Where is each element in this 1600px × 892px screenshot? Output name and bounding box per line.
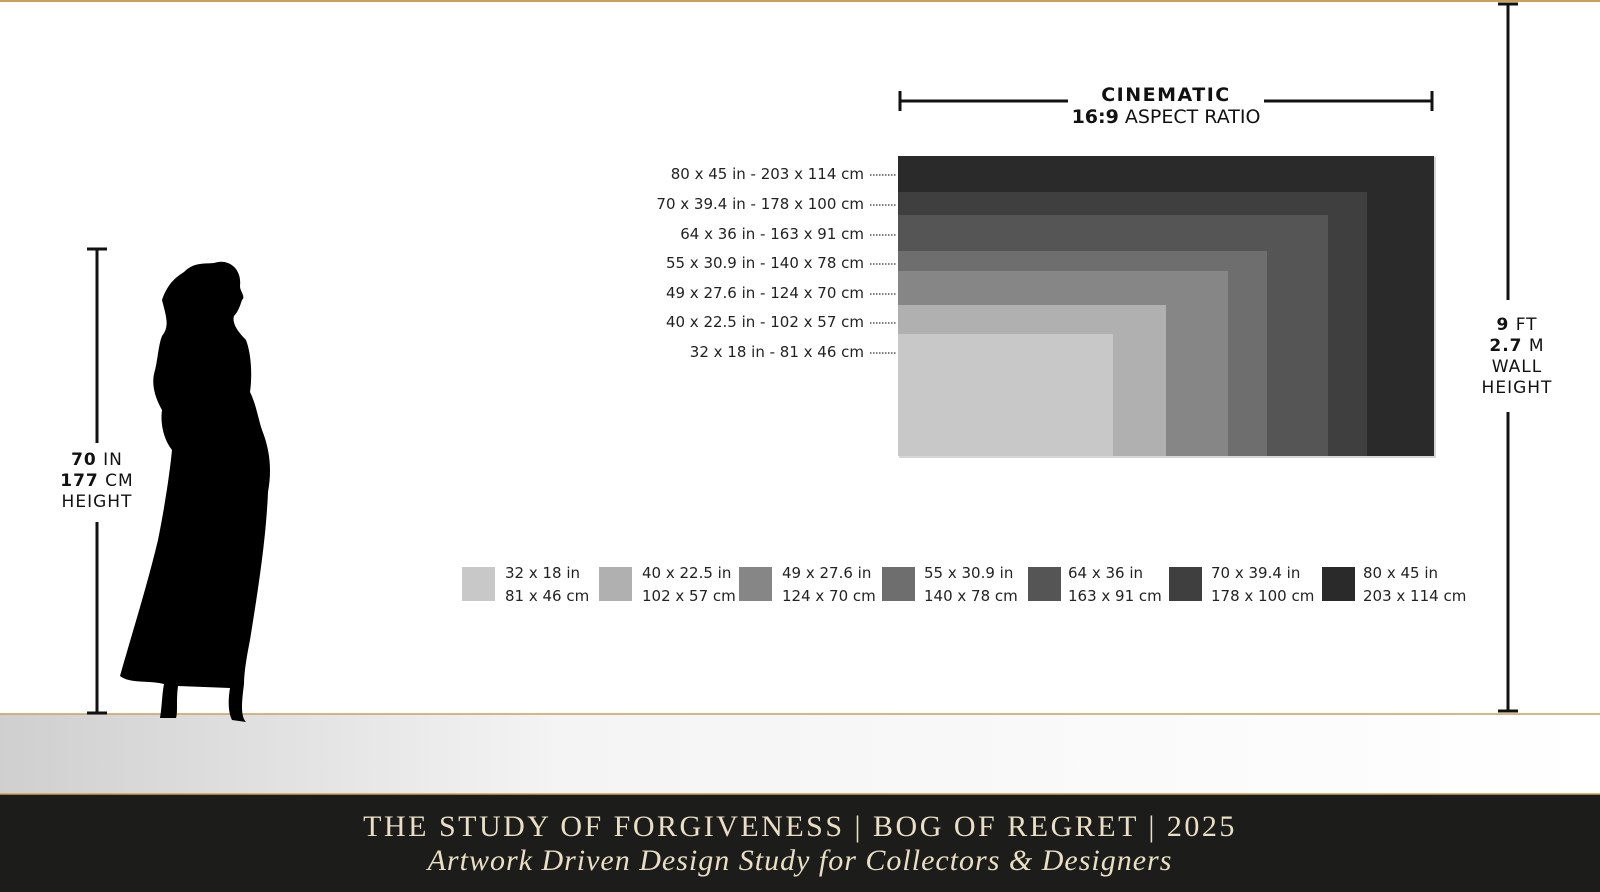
wall-m: 2.7 M — [1489, 336, 1544, 356]
legend-in: 70 x 39.4 in — [1211, 564, 1300, 582]
person-in: 70 IN — [71, 450, 123, 470]
unit: IN — [103, 450, 123, 470]
floor — [0, 714, 1600, 794]
size-rects — [898, 156, 1436, 458]
unit: M — [1529, 336, 1545, 356]
legend-cm: 124 x 70 cm — [782, 587, 876, 605]
legend-swatch — [1028, 567, 1061, 601]
legend-cm: 178 x 100 cm — [1211, 587, 1314, 605]
size-label: 32 x 18 in - 81 x 46 cm — [690, 343, 864, 361]
header-title: CINEMATIC — [1101, 84, 1231, 106]
legend-in: 55 x 30.9 in — [924, 564, 1013, 582]
size-label: 70 x 39.4 in - 178 x 100 cm — [656, 195, 864, 213]
legend-cm: 102 x 57 cm — [642, 587, 736, 605]
size-label: 49 x 27.6 in - 124 x 70 cm — [666, 284, 864, 302]
legend-swatch — [739, 567, 772, 601]
legend-in: 40 x 22.5 in — [642, 564, 731, 582]
ratio: 16:9 — [1072, 106, 1119, 128]
legend-swatch — [1322, 567, 1355, 601]
legend-swatch — [882, 567, 915, 601]
value: 177 — [60, 471, 99, 491]
size-rect — [898, 334, 1113, 456]
size-label: 40 x 22.5 in - 102 x 57 cm — [666, 313, 864, 331]
size-label: 80 x 45 in - 203 x 114 cm — [671, 165, 864, 183]
legend-in: 49 x 27.6 in — [782, 564, 871, 582]
legend-swatch — [599, 567, 632, 601]
legend-in: 64 x 36 in — [1068, 564, 1143, 582]
legend-cm: 163 x 91 cm — [1068, 587, 1162, 605]
legend-in: 32 x 18 in — [505, 564, 580, 582]
wall-label: HEIGHT — [1482, 378, 1553, 398]
wall-label: WALL — [1492, 357, 1542, 377]
legend-swatch — [462, 567, 495, 601]
size-labels: 80 x 45 in - 203 x 114 cm 70 x 39.4 in - … — [656, 165, 897, 361]
footer-subtitle: Artwork Driven Design Study for Collecto… — [426, 844, 1173, 877]
value: 70 — [71, 450, 97, 470]
legend-cm: 140 x 78 cm — [924, 587, 1018, 605]
footer-band — [0, 794, 1600, 892]
wall-bar — [1498, 2, 1518, 713]
legend-cm: 81 x 46 cm — [505, 587, 589, 605]
silhouette — [120, 261, 270, 722]
footer-title: THE STUDY OF FORGIVENESS | BOG OF REGRET… — [363, 810, 1237, 843]
legend-swatch — [1169, 567, 1202, 601]
legend-cm: 203 x 114 cm — [1363, 587, 1466, 605]
size-label: 55 x 30.9 in - 140 x 78 cm — [666, 254, 864, 272]
unit: CM — [105, 471, 134, 491]
legend: 32 x 18 in 81 x 46 cm 40 x 22.5 in 102 x 57… — [462, 564, 1466, 605]
ratio-text: ASPECT RATIO — [1125, 106, 1261, 128]
wall-ft: 9 FT — [1496, 315, 1537, 335]
ratio-bracket — [898, 91, 1434, 111]
person-label: HEIGHT — [62, 492, 133, 512]
legend-in: 80 x 45 in — [1363, 564, 1438, 582]
header-ratio: 16:9 ASPECT RATIO — [1072, 106, 1261, 128]
person-bar — [87, 247, 107, 715]
unit: FT — [1516, 315, 1538, 335]
value: 9 — [1496, 315, 1509, 335]
person-cm: 177 CM — [60, 471, 133, 491]
value: 2.7 — [1489, 336, 1522, 356]
size-label: 64 x 36 in - 163 x 91 cm — [680, 225, 864, 243]
